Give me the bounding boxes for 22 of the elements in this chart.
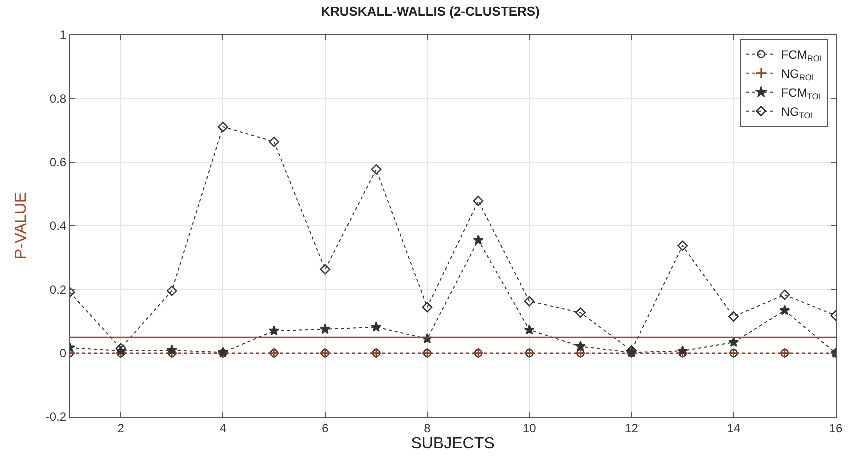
y-tick-label: 1 <box>60 28 67 42</box>
chart-title: KRUSKALL-WALLIS (2-CLUSTERS) <box>321 4 540 20</box>
y-tick-label: 0 <box>60 346 67 361</box>
x-tick-label: 6 <box>322 421 329 436</box>
y-axis-title: P-VALUE <box>12 192 30 260</box>
y-tick-label: 0.8 <box>50 92 67 106</box>
legend-label: NG$_{TOI}$ <box>781 105 814 121</box>
legend-label: NG$_{ROI}$ <box>781 67 814 83</box>
x-tick-label: 14 <box>727 421 741 436</box>
x-tick-label: 2 <box>118 421 125 436</box>
x-tick-label: 10 <box>522 421 537 436</box>
y-tick-label: 0.4 <box>50 219 67 234</box>
legend-label: FCM$_{ROI}$ <box>781 48 822 64</box>
x-axis-title: SUBJECTS <box>411 435 495 452</box>
x-tick-label: 12 <box>625 421 639 436</box>
y-tick-label: 0.6 <box>50 156 67 170</box>
y-tick-label: 0.2 <box>50 282 67 297</box>
x-tick-label: 16 <box>829 421 843 436</box>
y-tick-label: -0.2 <box>46 410 67 424</box>
x-tick-label: 8 <box>424 421 432 436</box>
legend-label: FCM$_{TOI}$ <box>781 86 822 102</box>
x-tick-label: 4 <box>220 421 227 436</box>
